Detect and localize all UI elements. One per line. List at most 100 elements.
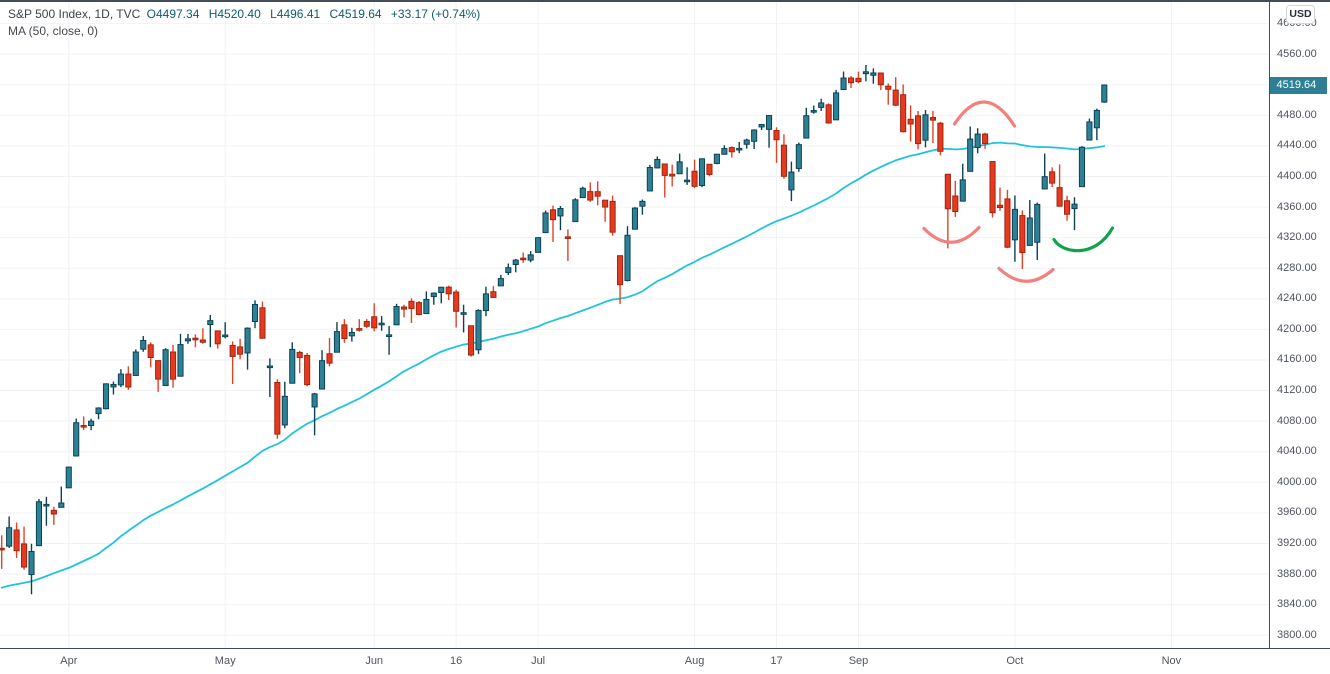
candle-body: [870, 72, 877, 76]
last-price-label: 4519.64: [1269, 76, 1327, 94]
candle-body: [505, 267, 512, 273]
candle-body: [766, 115, 773, 130]
candle-body: [929, 117, 937, 121]
candle-body: [162, 349, 169, 387]
candle-body: [393, 306, 400, 326]
candle-body: [21, 543, 28, 568]
candle-body: [915, 115, 922, 145]
candle-body: [996, 204, 1004, 208]
candle-body: [110, 383, 117, 388]
candle-body: [602, 199, 609, 208]
candle-body: [1078, 146, 1086, 188]
candle-body: [974, 133, 981, 148]
candle-body: [1049, 171, 1056, 184]
candle-body: [751, 129, 758, 142]
candle-body: [460, 312, 467, 315]
price-axis-label: 4360.00: [1277, 200, 1317, 213]
candle-body: [319, 360, 326, 390]
candle-body: [289, 348, 296, 384]
top-border: [0, 0, 1330, 2]
candle-body: [356, 328, 363, 331]
symbol-title: S&P 500 Index, 1D, TVC: [8, 7, 141, 21]
candle-body: [117, 373, 124, 386]
candle-body: [967, 138, 974, 172]
candle-body: [594, 191, 601, 197]
candle-body: [50, 509, 57, 515]
candle-body: [549, 209, 557, 221]
candle-body: [691, 170, 698, 187]
candle-body: [698, 158, 706, 187]
time-axis-label: Jun: [365, 655, 384, 667]
pane-bottom-border: [0, 647, 1330, 649]
candle-body: [803, 115, 810, 139]
candle-body: [1019, 215, 1026, 254]
candle-body: [885, 85, 892, 90]
candle-body: [296, 351, 303, 358]
candle-body: [378, 322, 385, 326]
legend-symbol-row[interactable]: S&P 500 Index, 1D, TVC O4497.34 H4520.40…: [8, 7, 486, 21]
price-axis-label: 3920.00: [1277, 536, 1317, 549]
candle-body: [669, 173, 676, 177]
candle-body: [1034, 203, 1041, 243]
candle-body: [818, 102, 825, 108]
ma50-line: [0, 141, 1106, 589]
candle-body: [408, 300, 415, 310]
candle-body: [482, 293, 489, 312]
candle-body: [311, 393, 318, 408]
candle-body: [1026, 217, 1033, 246]
time-axis-label: Apr: [60, 655, 78, 667]
price-axis-label: 3840.00: [1277, 598, 1317, 611]
candle-body: [95, 407, 102, 415]
ma-indicator-label[interactable]: MA (50, close, 0): [8, 24, 99, 38]
candle-body: [877, 72, 884, 86]
legend-high: H4520.40: [208, 7, 261, 21]
candle-body: [363, 321, 370, 327]
candle-body: [639, 200, 646, 207]
candle-body: [341, 324, 348, 339]
candle-body: [214, 330, 221, 345]
candle-body: [490, 291, 497, 298]
candle-body: [743, 139, 750, 145]
price-axis-label: 4080.00: [1277, 414, 1317, 427]
legend-change: +33.17 (+0.74%): [390, 7, 481, 21]
price-axis-label: 4120.00: [1277, 384, 1317, 397]
candle-body: [304, 354, 311, 386]
candle-body: [922, 114, 929, 141]
green-arc-recovery: [1052, 226, 1115, 253]
legend-low: L4496.41: [270, 7, 321, 21]
time-axis-label: Jul: [531, 655, 546, 667]
candle-body: [125, 373, 132, 388]
candle-body: [13, 529, 20, 552]
candle-body: [728, 147, 735, 153]
candle-body: [840, 77, 847, 91]
red-arc-october-low: [997, 266, 1055, 283]
red-arc-top: [952, 100, 1017, 128]
candle-body: [527, 254, 534, 261]
candle-body: [28, 550, 35, 576]
price-axis-label: 3800.00: [1277, 628, 1317, 641]
candle-body: [497, 278, 504, 287]
candle-body: [73, 422, 80, 457]
candle-body: [944, 173, 951, 210]
candle-body: [862, 71, 869, 75]
candle-body: [475, 309, 482, 351]
candle-body: [155, 360, 162, 380]
candle-body: [259, 307, 266, 339]
candle-body: [266, 365, 273, 369]
currency-usd-button[interactable]: USD: [1286, 5, 1315, 24]
candle-body: [557, 208, 564, 217]
candle-body: [833, 92, 840, 121]
candle-body: [609, 200, 616, 233]
price-axis-label: 4440.00: [1277, 139, 1317, 152]
candle-body: [587, 191, 594, 201]
legend-close: C4519.64: [329, 7, 382, 21]
candle-body: [386, 334, 393, 337]
candle-body: [706, 163, 713, 175]
candle-body: [453, 291, 460, 312]
candle-body: [1086, 121, 1093, 141]
candle-body: [415, 302, 422, 315]
candle-body: [825, 104, 832, 124]
candle-body: [445, 286, 452, 295]
